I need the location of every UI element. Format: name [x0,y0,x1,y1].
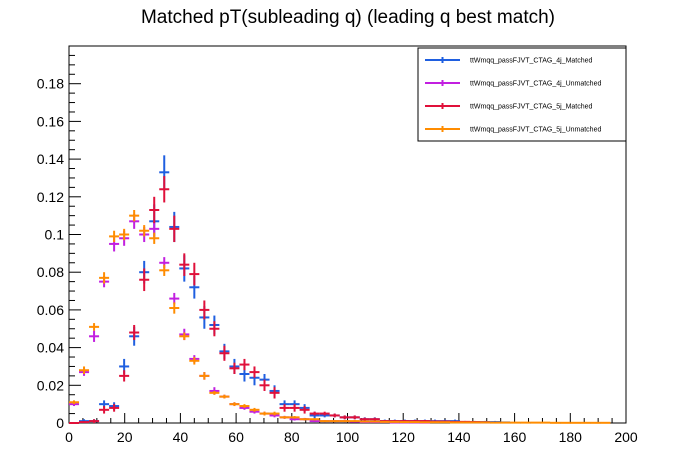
x-tick-label: 100 [336,429,360,445]
x-tick-label: 140 [447,429,471,445]
x-tick-label: 180 [559,429,583,445]
x-tick-label: 60 [228,429,244,445]
legend: ttWmqq_passFJVT_CTAG_4j_Matched ttWmqq_pa… [417,47,627,142]
y-tick-label: 0.08 [37,264,64,280]
y-tick-label: 0.14 [37,151,64,167]
x-tick-label: 40 [173,429,189,445]
x-tick-label: 20 [117,429,133,445]
y-tick-label: 0.1 [45,227,65,243]
y-tick-label: 0.06 [37,302,64,318]
x-tick-label: 120 [392,429,416,445]
legend-entry-label: ttWmqq_passFJVT_CTAG_5j_Unmatched [470,127,601,134]
legend-entry-label: ttWmqq_passFJVT_CTAG_4j_Matched [470,58,593,65]
y-tick-label: 0.16 [37,113,64,129]
legend-entry-label: ttWmqq_passFJVT_CTAG_5j_Matched [470,104,593,111]
y-tick-label: 0.02 [37,377,64,393]
series-layer [69,155,611,424]
series-3 [69,209,611,424]
legend-entry-label: ttWmqq_passFJVT_CTAG_4j_Unmatched [470,81,601,88]
x-tick-label: 80 [284,429,300,445]
chart-title: Matched pT(subleading q) (leading q best… [141,7,555,28]
y-tick-label: 0.04 [37,340,64,356]
legend-box [417,47,627,142]
y-tick-label: 0.18 [37,76,64,92]
x-tick-label: 0 [65,429,73,445]
x-tick-label: 200 [614,429,638,445]
x-tick-label: 160 [503,429,527,445]
y-tick-label: 0.12 [37,189,64,205]
y-tick-label: 0 [56,415,64,431]
